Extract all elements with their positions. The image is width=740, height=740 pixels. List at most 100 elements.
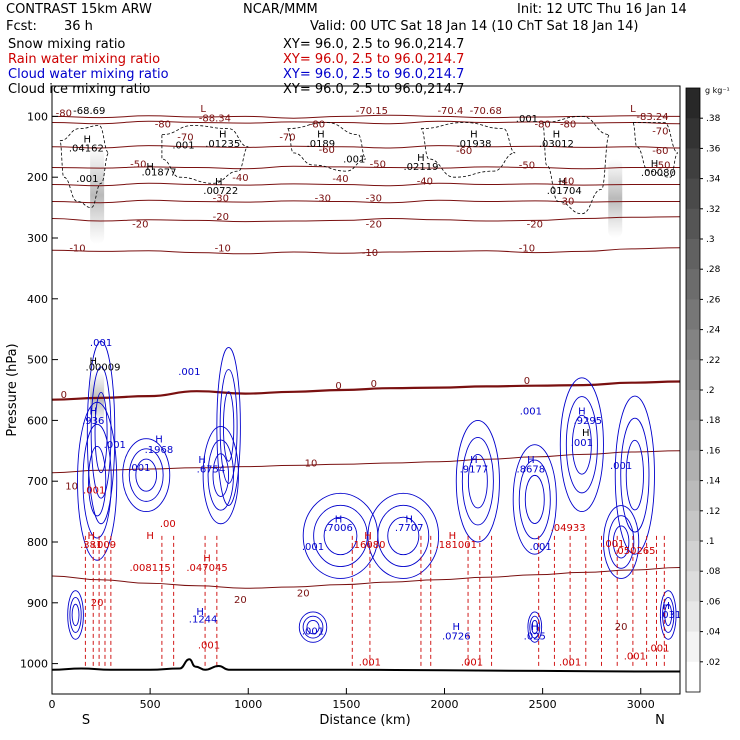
- cloud-water-contour: [467, 453, 488, 509]
- model-title: CONTRAST 15km ARW: [6, 2, 152, 17]
- contour-label: H: [89, 356, 97, 367]
- cloud-water-contour: [603, 505, 640, 579]
- contour-label: -80: [560, 119, 576, 130]
- contour-label: .001: [128, 463, 150, 474]
- contour-label: 10: [65, 482, 78, 493]
- contour-label: .001: [104, 440, 126, 451]
- y-tick-label: 100: [27, 110, 48, 123]
- snow-contour: [287, 122, 367, 172]
- contour-label: -80: [534, 119, 550, 130]
- colorbar-label: .3: [706, 235, 715, 245]
- init-time: Init: 12 UTC Thu 16 Jan 14: [517, 2, 687, 17]
- contour-label: -70: [177, 133, 193, 144]
- contour-label: -10: [519, 243, 535, 254]
- cloud-water-contour: [377, 504, 430, 568]
- cloud-water-contour: [607, 515, 635, 569]
- contour-label: 20: [297, 589, 310, 600]
- cloud-water-contour: [565, 396, 598, 494]
- colorbar-label: .14: [706, 477, 721, 487]
- contour-label: -20: [213, 212, 229, 223]
- colorbar-label: .2: [706, 386, 715, 396]
- cloud-water-contour: [614, 395, 655, 555]
- temperature-contour--10: [52, 247, 680, 255]
- colorbar-swatch: [686, 390, 700, 421]
- cloud-water-contour: [518, 459, 551, 540]
- colorbar-swatch: [686, 510, 700, 542]
- cloud-water-contour: [212, 453, 229, 497]
- contour-label: -60: [652, 146, 668, 157]
- contour-label: H: [87, 531, 95, 542]
- y-tick-label: 800: [27, 536, 48, 549]
- temperature-contour--20: [52, 216, 680, 223]
- colorbar-label: .38: [706, 114, 721, 124]
- legend-snow: Snow mixing ratio: [8, 37, 125, 52]
- contour-label: .0726: [442, 631, 471, 642]
- legend-cloud-water: Cloud water mixing ratio: [8, 67, 169, 82]
- contour-label: .936: [82, 416, 104, 427]
- contour-label: .001: [178, 367, 200, 378]
- y-tick-label: 200: [27, 171, 48, 184]
- colorbar-swatch: [686, 178, 700, 210]
- legend-rain-xy: XY= 96.0, 2.5 to 96.0,214.7: [283, 52, 464, 67]
- contour-label: H: [84, 135, 92, 146]
- cloud-water-contour: [128, 448, 164, 502]
- temperature-contour-10: [52, 450, 680, 474]
- contour-label: 0: [524, 376, 530, 387]
- cloud-water-contour: [90, 366, 112, 499]
- contour-label: -40: [417, 176, 433, 187]
- org-title: NCAR/MMM: [243, 2, 318, 17]
- cloud-water-contour: [461, 436, 494, 526]
- colorbar-label: .04: [706, 628, 721, 638]
- contour-label: H: [146, 162, 154, 173]
- contour-label: .001: [359, 657, 381, 668]
- contour-label: -20: [366, 220, 382, 231]
- contour-label: H: [531, 622, 539, 633]
- contour-label: .8678: [517, 465, 546, 476]
- colorbar-label: .08: [706, 567, 721, 577]
- contour-label: .04933: [551, 523, 586, 534]
- colorbar-label: .22: [706, 356, 720, 366]
- contour-label: H: [405, 515, 413, 526]
- contour-label: .001: [520, 406, 542, 417]
- y-tick-label: 1000: [20, 658, 48, 671]
- south-label: S: [82, 713, 90, 728]
- contour-label: -20: [527, 220, 543, 231]
- contour-label: H: [196, 607, 204, 618]
- cloud-water-contour: [529, 615, 541, 639]
- fcst-value: 36 h: [64, 19, 93, 34]
- cloud-water-contour: [69, 596, 82, 633]
- colorbar-swatch: [686, 480, 700, 512]
- colorbar-swatch: [686, 88, 700, 119]
- contour-label: 0: [335, 381, 341, 392]
- contour-label: -70.15: [356, 106, 388, 117]
- terrain-line: [52, 658, 680, 673]
- contour-label: .181001: [436, 540, 477, 551]
- contour-label: .001: [559, 657, 581, 668]
- contour-label: .025: [524, 631, 546, 642]
- contour-label: .001: [647, 643, 669, 654]
- legend-rain: Rain water mixing ratio: [8, 52, 160, 67]
- contour-label: .001: [90, 338, 112, 349]
- colorbar-swatch: [686, 571, 700, 602]
- cloud-water-contour: [455, 419, 500, 543]
- temperature-contour--60: [52, 145, 680, 149]
- colorbar-swatch: [686, 239, 700, 270]
- contour-label: L: [200, 104, 206, 115]
- snow-contour: [542, 115, 610, 215]
- contour-label: H: [470, 455, 478, 466]
- contour-label: -30: [315, 194, 331, 205]
- cloud-water-contour: [625, 439, 644, 511]
- contour-label: .6754: [197, 465, 226, 476]
- contour-label: H: [219, 130, 227, 141]
- contour-label: -10: [362, 248, 378, 259]
- contour-label: -60: [319, 145, 335, 156]
- contour-label: -40: [232, 173, 248, 184]
- cloud-water-contour: [202, 426, 239, 525]
- contour-label: .02119: [403, 162, 438, 173]
- x-axis-label: Distance (km): [319, 713, 410, 728]
- contour-label: .001: [624, 651, 646, 662]
- contour-label: .001: [602, 539, 624, 550]
- contour-label: -60: [456, 146, 472, 157]
- cloud-water-contour: [512, 444, 557, 555]
- contour-label: -70.4: [437, 106, 463, 117]
